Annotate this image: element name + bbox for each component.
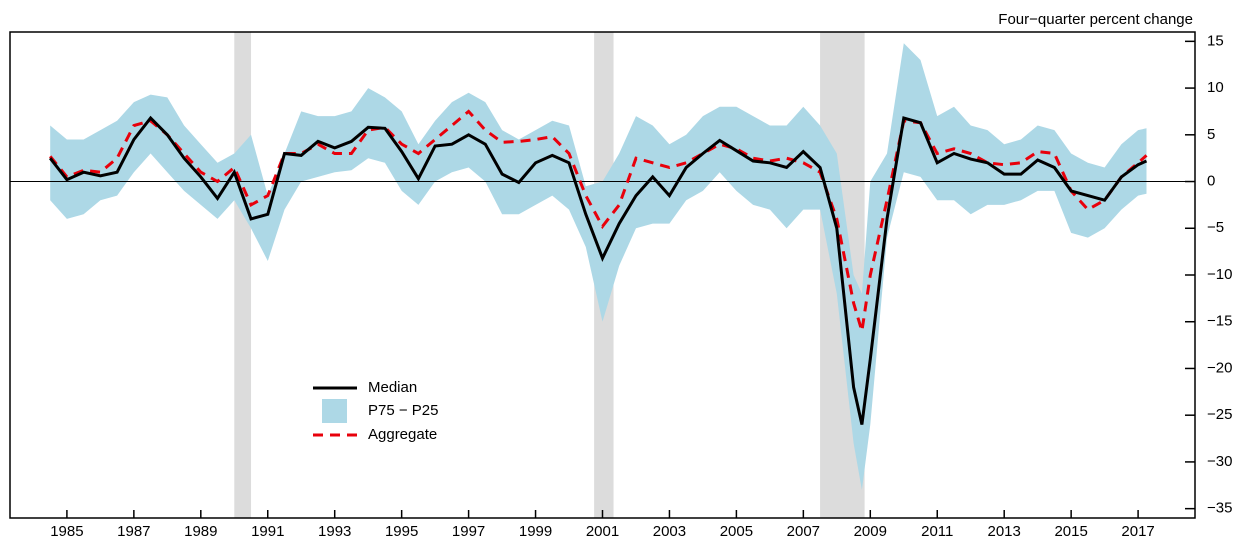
legend-label: P75 − P25 — [368, 402, 438, 419]
legend-label: Median — [368, 379, 417, 396]
aggregate-line — [49, 109, 1148, 332]
x-tick-label: 1997 — [452, 523, 485, 540]
x-tick-label: 2009 — [854, 523, 887, 540]
x-tick-label: 1999 — [519, 523, 552, 540]
legend-label: Aggregate — [368, 426, 437, 443]
x-tick-label: 2001 — [586, 523, 619, 540]
x-tick-label: 1995 — [385, 523, 418, 540]
y-tick-label: −20 — [1207, 359, 1232, 376]
y-tick-label: 15 — [1207, 32, 1224, 49]
recession-band — [234, 32, 252, 518]
x-tick-label: 1989 — [184, 523, 217, 540]
x-tick-label: 1985 — [50, 523, 83, 540]
y-tick-label: −15 — [1207, 313, 1232, 330]
x-tick-label: 1987 — [117, 523, 150, 540]
y-tick-label: −10 — [1207, 266, 1232, 283]
x-tick-label: 2005 — [720, 523, 753, 540]
y-tick-label: 0 — [1207, 173, 1215, 190]
y-tick-label: −35 — [1207, 500, 1232, 517]
y-tick-label: −25 — [1207, 406, 1232, 423]
iqr-band — [50, 43, 1147, 490]
axis-title: Four−quarter percent change — [998, 11, 1193, 28]
y-tick-label: 5 — [1207, 126, 1215, 143]
x-tick-label: 2011 — [921, 523, 953, 540]
x-tick-label: 2017 — [1121, 523, 1154, 540]
x-tick-label: 1993 — [318, 523, 351, 540]
x-tick-label: 1991 — [251, 523, 284, 540]
legend-swatch — [322, 399, 347, 423]
x-tick-label: 2003 — [653, 523, 686, 540]
y-tick-label: −30 — [1207, 453, 1232, 470]
x-tick-label: 2007 — [787, 523, 820, 540]
y-tick-label: −5 — [1207, 219, 1224, 236]
x-tick-label: 2015 — [1054, 523, 1087, 540]
x-tick-label: 2013 — [988, 523, 1021, 540]
y-tick-label: 10 — [1207, 79, 1224, 96]
median-line — [49, 115, 1148, 425]
